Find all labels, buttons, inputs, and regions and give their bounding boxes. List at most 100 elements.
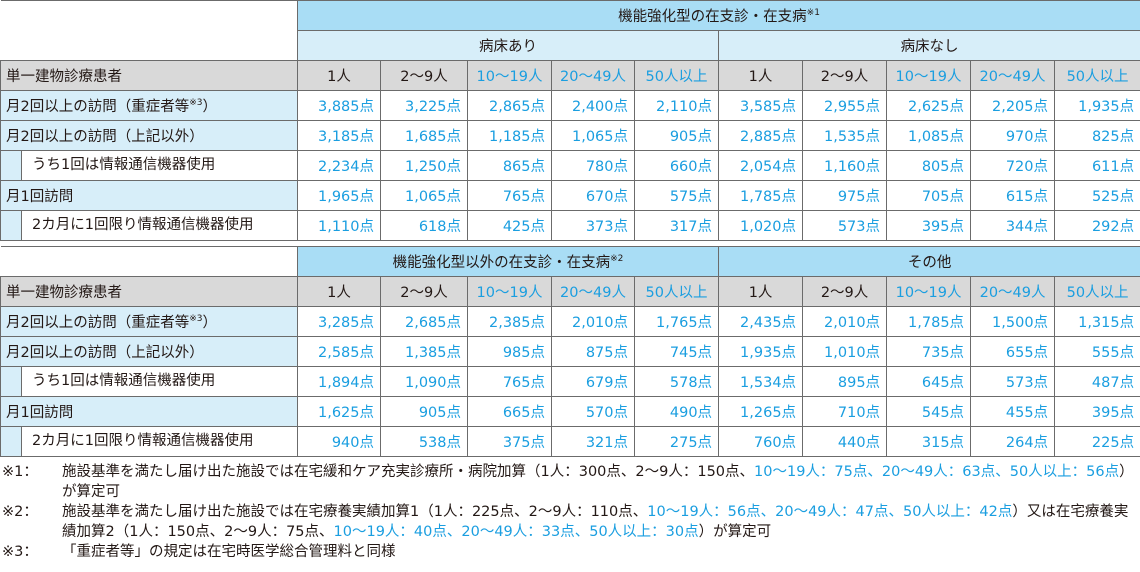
- points-cell: 1,385点: [380, 336, 468, 367]
- points-cell: 344点: [970, 210, 1055, 241]
- column-header: 20〜49人: [970, 276, 1056, 307]
- points-cell: 670点: [551, 180, 635, 211]
- table-row: 2カ月に1回限り情報通信機器使用 1,110点 618点 425点 373点 317点 1,…: [0, 210, 1140, 241]
- column-header: 10〜19人: [467, 60, 552, 91]
- row-label: うち1回は情報通信機器使用: [0, 366, 298, 397]
- points-cell: 760点: [718, 426, 804, 457]
- row-label-text: 2カ月に1回限り情報通信機器使用: [21, 211, 297, 240]
- row-label-end: ）: [202, 315, 218, 331]
- points-cell: 665点: [467, 396, 552, 427]
- table-row: うち1回は情報通信機器使用 1,894点 1,090点 765点 679点 578点 1,5…: [0, 366, 1140, 397]
- points-cell: 905点: [380, 396, 468, 427]
- row-label-text: 月2回以上の訪問（上記以外）: [6, 345, 204, 361]
- footnote-text: 施設基準を満たし届け出た施設では在宅療養実績加算1（1人：225点、2〜9人：1…: [62, 502, 1140, 542]
- points-cell: 985点: [467, 336, 552, 367]
- points-cell: 555点: [1054, 336, 1140, 367]
- row-label: 月2回以上の訪問（上記以外）: [0, 120, 298, 151]
- footnote-segment: ）が算定可: [698, 524, 772, 540]
- column-header: 50人以上: [633, 276, 720, 307]
- points-cell: 570点: [551, 396, 635, 427]
- points-cell: 2,585点: [297, 336, 381, 367]
- points-cell: 573点: [970, 366, 1056, 397]
- points-cell: 1,315点: [1054, 306, 1140, 337]
- column-header: 2〜9人: [802, 276, 888, 307]
- points-cell: 1,010点: [802, 336, 888, 367]
- column-header: 20〜49人: [551, 276, 635, 307]
- points-cell: 545点: [886, 396, 972, 427]
- column-header: 2〜9人: [802, 60, 887, 91]
- footnote-mark: ※1：: [2, 464, 38, 480]
- row-label-end: ）: [202, 99, 218, 115]
- row-label: 2カ月に1回限り情報通信機器使用: [0, 426, 298, 457]
- table-row: うち1回は情報通信機器使用 2,234点 1,250点 865点 780点 660点 2,0…: [0, 150, 1140, 181]
- points-cell: 1,535点: [802, 120, 887, 151]
- table-row: 2カ月に1回限り情報通信機器使用 940点 538点 375点 321点 275点 760点…: [0, 426, 1140, 457]
- row-label-text: 月1回訪問: [6, 405, 74, 421]
- points-cell: 2,865点: [467, 90, 552, 121]
- column-header: 20〜49人: [551, 60, 635, 91]
- column-header: 1人: [297, 60, 381, 91]
- footnote-ref: ※2: [610, 254, 624, 264]
- table-row: 月1回訪問 1,625点 905点 665点 570点 490点 1,265点 710点 545…: [0, 396, 1140, 427]
- column-header: 1人: [718, 276, 804, 307]
- table-enhanced-home-care: 機能強化型の在支診・在支病※1 病床あり 病床なし 単一建物診療患者 1人 2〜9人 10〜…: [0, 0, 1140, 241]
- group-row: 病床あり 病床なし: [1, 30, 1140, 61]
- points-cell: 3,585点: [718, 90, 803, 121]
- points-cell: 425点: [467, 210, 552, 241]
- footnotes: ※1： 施設基準を満たし届け出た施設では在宅緩和ケア充実診療所・病院加算（1人：3…: [0, 462, 1140, 562]
- points-cell: 2,010点: [802, 306, 888, 337]
- row-label-text: 月2回以上の訪問（重症者等: [6, 99, 190, 115]
- row-label: うち1回は情報通信機器使用: [0, 150, 298, 181]
- corner-blank: [0, 0, 298, 61]
- points-cell: 2,054点: [718, 150, 803, 181]
- row-header-label: 単一建物診療患者: [0, 60, 298, 91]
- points-cell: 2,955点: [802, 90, 887, 121]
- table-row: 月2回以上の訪問（重症者等※3） 3,285点 2,685点 2,385点 2,010点…: [0, 306, 1140, 337]
- points-cell: 1,965点: [297, 180, 381, 211]
- footnote: ※3： 「重症者等」の規定は在宅時医学総合管理料と同様: [2, 542, 1140, 562]
- row-label-text: うち1回は情報通信機器使用: [21, 151, 297, 180]
- points-cell: 1,765点: [633, 306, 720, 337]
- footnote-ref: ※3: [189, 314, 203, 324]
- column-header: 1人: [297, 276, 381, 307]
- points-cell: 765点: [467, 180, 552, 211]
- points-cell: 705点: [886, 180, 971, 211]
- group-header: 病床あり: [297, 30, 719, 61]
- group-header: 機能強化型以外の在支診・在支病※2: [296, 246, 720, 277]
- points-cell: 1,090点: [380, 366, 468, 397]
- footnote-segment: 施設基準を満たし届け出た施設では在宅療養実績加算1（1人：225点、2〜9人：1…: [62, 504, 648, 520]
- column-header-row: 単一建物診療患者 1人 2〜9人 10〜19人 20〜49人 50人以上 1人 2〜9人 10〜…: [0, 276, 1140, 307]
- points-cell: 3,285点: [297, 306, 381, 337]
- points-cell: 1,185点: [467, 120, 552, 151]
- points-cell: 1,160点: [802, 150, 887, 181]
- points-cell: 940点: [297, 426, 381, 457]
- footnote-segment: 10〜19人：56点、20〜49人：47点、50人以上：42点: [647, 504, 1013, 520]
- footnote-segment: ）が算定可: [62, 464, 1134, 500]
- points-cell: 1,785点: [886, 306, 972, 337]
- points-cell: 875点: [551, 336, 635, 367]
- column-header: 2〜9人: [380, 276, 468, 307]
- points-cell: 1,500点: [970, 306, 1056, 337]
- points-cell: 805点: [886, 150, 971, 181]
- points-cell: 1,110点: [297, 210, 381, 241]
- column-header: 20〜49人: [970, 60, 1055, 91]
- points-cell: 1,685点: [380, 120, 468, 151]
- row-label: 月1回訪問: [0, 396, 298, 427]
- points-cell: 905点: [634, 120, 719, 151]
- points-cell: 655点: [970, 336, 1056, 367]
- points-cell: 2,435点: [718, 306, 804, 337]
- points-cell: 225点: [1054, 426, 1140, 457]
- group-header-text: 機能強化型以外の在支診・在支病: [392, 255, 611, 271]
- points-cell: 1,020点: [718, 210, 803, 241]
- column-header: 50人以上: [1054, 276, 1140, 307]
- points-cell: 1,625点: [297, 396, 381, 427]
- footnote-segment: ）又は在宅療養実績加算2（1人：150点、2〜9人：75点、: [62, 504, 1129, 540]
- points-cell: 395点: [886, 210, 971, 241]
- points-cell: 2,385点: [467, 306, 552, 337]
- points-cell: 710点: [802, 396, 888, 427]
- points-cell: 1,534点: [718, 366, 804, 397]
- points-cell: 1,085点: [886, 120, 971, 151]
- points-cell: 538点: [380, 426, 468, 457]
- title-row: 機能強化型の在支診・在支病※1: [0, 0, 1140, 61]
- points-cell: 315点: [886, 426, 972, 457]
